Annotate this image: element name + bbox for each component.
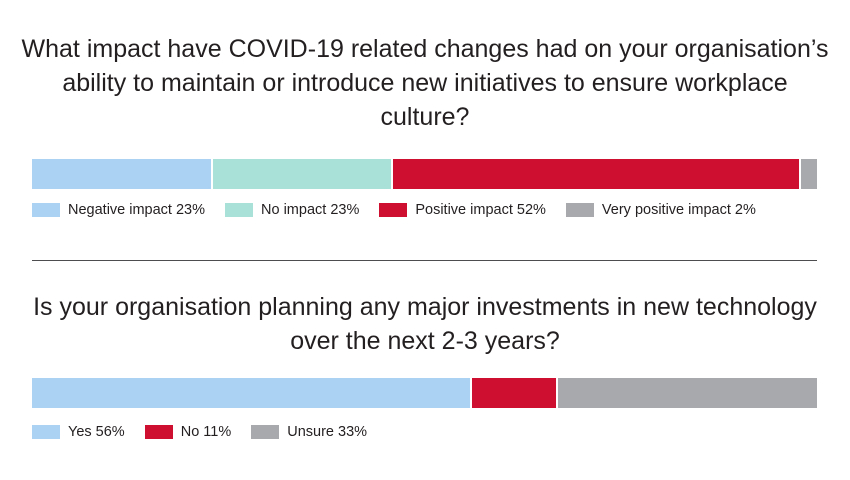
legend-item-no-impact: No impact 23% (225, 202, 359, 218)
legend-swatch (565, 203, 594, 217)
legend-label: Positive impact 52% (415, 202, 546, 218)
legend-swatch (32, 203, 60, 217)
bar-segment-very-positive-impact (801, 159, 817, 189)
legend-swatch (32, 425, 60, 439)
bar-segment-no-impact (212, 159, 394, 189)
bar-segment-positive-impact (393, 159, 802, 189)
legend-item-yes: Yes 56% (32, 424, 125, 440)
bar-segment-unsure (557, 378, 817, 408)
legend-item-no: No 11% (144, 424, 232, 440)
legend-label: No 11% (180, 424, 232, 440)
stacked-bar (32, 378, 817, 408)
chart-title: Is your organisation planning any major … (33, 293, 817, 355)
legend: Negative impact 23% No impact 23% Positive… (32, 200, 832, 220)
legend-item-negative-impact: Negative impact 23% (32, 202, 205, 218)
chart-title: What impact have COVID-19 related change… (21, 35, 829, 131)
bar-segment-no (471, 378, 558, 408)
legend-label: Unsure 33% (287, 424, 368, 440)
legend-label: Very positive impact 2% (601, 202, 756, 218)
legend-item-positive-impact: Positive impact 52% (379, 202, 546, 218)
bar-segment-yes (32, 378, 472, 408)
bar-segment-negative-impact (32, 159, 213, 189)
legend-item-unsure: Unsure 33% (251, 424, 367, 440)
legend-label: Negative impact 23% (68, 202, 206, 218)
legend: Yes 56% No 11% Unsure 33% (32, 422, 832, 442)
legend-label: Yes 56% (68, 424, 125, 440)
legend-item-very-positive-impact: Very positive impact 2% (565, 202, 756, 218)
legend-swatch (225, 203, 254, 217)
stacked-bar (32, 159, 817, 189)
legend-swatch (379, 203, 408, 217)
section-divider (32, 260, 817, 261)
legend-swatch (251, 425, 280, 439)
legend-swatch (144, 425, 173, 439)
legend-label: No impact 23% (261, 202, 360, 218)
